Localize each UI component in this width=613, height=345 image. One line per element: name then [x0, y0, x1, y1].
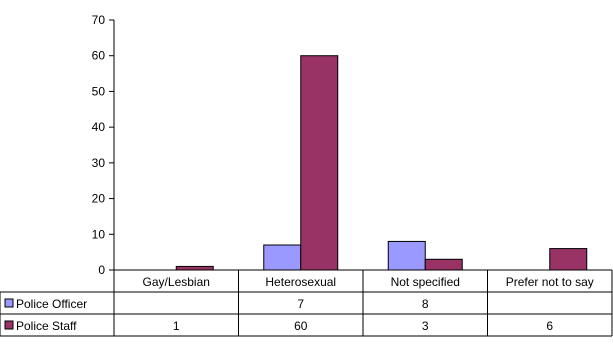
- y-tick-label: 20: [92, 192, 106, 206]
- bar-police-staff: [300, 55, 339, 271]
- x-category-label: Heterosexual: [265, 275, 336, 289]
- bar-police-officer: [263, 244, 302, 271]
- bar-police-staff: [549, 248, 588, 271]
- data-label: 7: [297, 297, 304, 311]
- data-label: 60: [294, 319, 308, 333]
- data-label: 3: [422, 319, 429, 333]
- x-category-label: Prefer not to say: [506, 275, 594, 289]
- y-tick-label: 50: [92, 84, 106, 98]
- bar-police-officer: [387, 240, 426, 271]
- y-tick-label: 0: [98, 263, 105, 277]
- legend-key: [4, 298, 14, 308]
- legend-label: Police Staff: [16, 319, 77, 333]
- y-tick-label: 10: [92, 227, 106, 241]
- data-label: 6: [546, 319, 553, 333]
- bar-police-staff: [175, 265, 214, 271]
- y-tick-label: 30: [92, 156, 106, 170]
- data-label: 1: [173, 319, 180, 333]
- x-category-label: Not specified: [391, 275, 460, 289]
- legend-label: Police Officer: [16, 297, 87, 311]
- bar-police-staff: [424, 258, 463, 271]
- x-category-label: Gay/Lesbian: [143, 275, 210, 289]
- y-tick-label: 70: [92, 13, 106, 27]
- y-tick-label: 40: [92, 120, 106, 134]
- data-label: 8: [422, 297, 429, 311]
- y-tick-label: 60: [92, 49, 106, 63]
- legend-key: [4, 320, 14, 330]
